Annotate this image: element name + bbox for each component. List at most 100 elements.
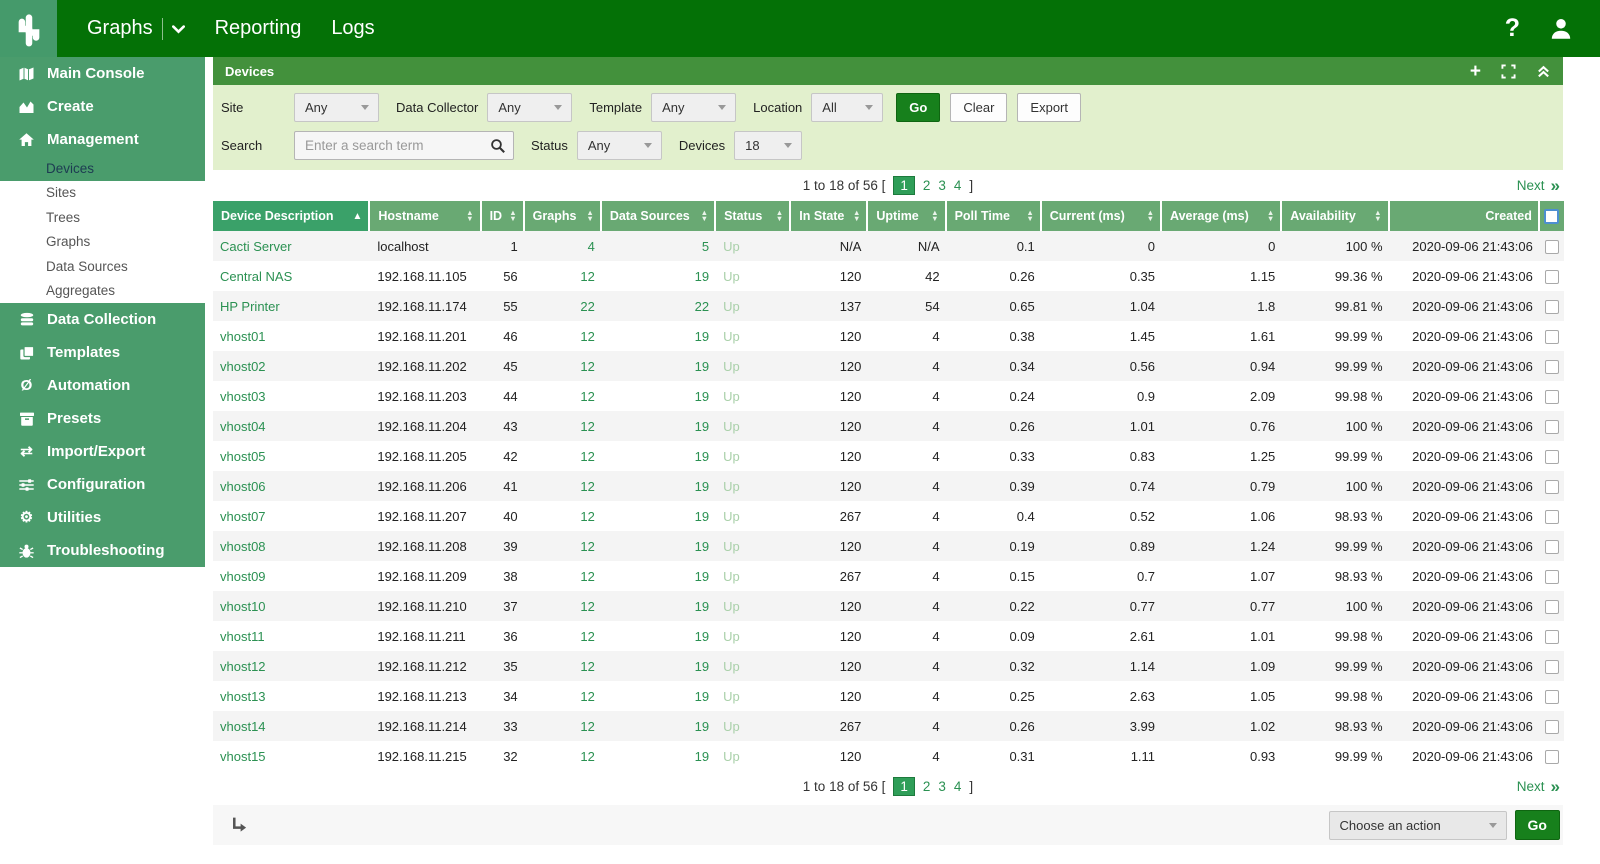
row-checkbox[interactable] <box>1544 569 1559 584</box>
nav-item-logs[interactable]: Logs <box>331 17 374 40</box>
device-link[interactable]: vhost14 <box>220 718 266 734</box>
user-icon[interactable] <box>1548 16 1574 42</box>
template-select[interactable]: Any <box>651 93 737 122</box>
column-header-uptime[interactable]: Uptime ▲ ▼ <box>868 201 947 231</box>
page-link-2[interactable]: 2 <box>922 178 931 193</box>
go-button[interactable]: Go <box>896 93 941 122</box>
device-link[interactable]: Cacti Server <box>220 238 292 254</box>
sidebar-item-templates[interactable]: Templates <box>0 336 205 369</box>
site-select[interactable]: Any <box>294 93 379 122</box>
column-header-availability[interactable]: Availability ▲ ▼ <box>1282 201 1390 231</box>
row-checkbox[interactable] <box>1544 599 1559 614</box>
next-page-link[interactable]: Next » <box>1517 177 1560 194</box>
device-link[interactable]: vhost15 <box>220 748 266 764</box>
clear-button[interactable]: Clear <box>950 93 1008 122</box>
sidebar-item-automation[interactable]: Ø Automation <box>0 369 205 402</box>
row-checkbox[interactable] <box>1544 299 1559 314</box>
row-checkbox[interactable] <box>1544 749 1559 764</box>
column-header-data-sources[interactable]: Data Sources ▲ ▼ <box>601 201 717 231</box>
device-link[interactable]: vhost04 <box>220 418 266 434</box>
device-link[interactable]: vhost09 <box>220 568 266 584</box>
add-device-icon[interactable]: + <box>1469 60 1481 82</box>
device-link[interactable]: vhost01 <box>220 328 266 344</box>
export-button[interactable]: Export <box>1017 93 1081 122</box>
data-collector-select[interactable]: Any <box>487 93 573 122</box>
device-link[interactable]: vhost05 <box>220 448 266 464</box>
device-link[interactable]: vhost11 <box>220 628 265 644</box>
device-link[interactable]: vhost03 <box>220 388 266 404</box>
device-link[interactable]: vhost12 <box>220 658 266 674</box>
row-checkbox[interactable] <box>1544 449 1559 464</box>
page-link-4[interactable]: 4 <box>953 779 962 794</box>
column-header-average-ms-[interactable]: Average (ms) ▲ ▼ <box>1162 201 1283 231</box>
sidebar-subitem-trees[interactable]: Trees <box>0 205 205 230</box>
device-link[interactable]: vhost13 <box>220 688 266 704</box>
sidebar-subitem-graphs[interactable]: Graphs <box>0 229 205 254</box>
page-link-4[interactable]: 4 <box>953 178 962 193</box>
row-checkbox[interactable] <box>1544 329 1559 344</box>
row-checkbox[interactable] <box>1544 479 1559 494</box>
select-all-checkbox[interactable] <box>1544 208 1560 224</box>
sidebar-item-configuration[interactable]: Configuration <box>0 468 205 501</box>
column-header-in-state[interactable]: In State ▲ ▼ <box>791 201 869 231</box>
page-link-1[interactable]: 1 <box>893 176 915 195</box>
sidebar-subitem-sites[interactable]: Sites <box>0 180 205 205</box>
page-link-2[interactable]: 2 <box>922 779 931 794</box>
nav-item-graphs[interactable]: Graphs <box>87 17 185 40</box>
device-link[interactable]: vhost06 <box>220 478 266 494</box>
sidebar-item-create[interactable]: Create <box>0 90 205 123</box>
row-checkbox[interactable] <box>1544 509 1559 524</box>
column-header-current-ms-[interactable]: Current (ms) ▲ ▼ <box>1041 201 1163 231</box>
cell-current-ms: 0.7 <box>1136 568 1156 584</box>
collapse-icon[interactable] <box>1536 64 1551 79</box>
column-header-status[interactable]: Status ▲ ▼ <box>716 201 792 231</box>
action-select[interactable]: Choose an action <box>1328 810 1507 840</box>
sidebar-item-main-console[interactable]: Main Console <box>0 57 205 90</box>
sidebar-item-utilities[interactable]: ⚙ Utilities <box>0 501 205 534</box>
sidebar-item-presets[interactable]: Presets <box>0 402 205 435</box>
device-link[interactable]: vhost07 <box>220 508 266 524</box>
row-checkbox[interactable] <box>1544 629 1559 644</box>
cell-created: 2020-09-06 21:43:06 <box>1412 628 1533 644</box>
help-icon[interactable]: ? <box>1504 14 1520 42</box>
column-header-device-description[interactable]: Device Description ▲ <box>213 201 371 231</box>
column-header-hostname[interactable]: Hostname ▲ ▼ <box>370 201 482 231</box>
row-checkbox[interactable] <box>1544 539 1559 554</box>
sidebar-item-label: Automation <box>47 377 131 394</box>
page-link-3[interactable]: 3 <box>938 178 946 193</box>
device-link[interactable]: vhost02 <box>220 358 266 374</box>
column-header-id[interactable]: ID ▲ ▼ <box>481 201 525 231</box>
cacti-logo[interactable] <box>0 0 57 57</box>
column-header-poll-time[interactable]: Poll Time ▲ ▼ <box>946 201 1042 231</box>
row-checkbox[interactable] <box>1544 269 1559 284</box>
sidebar-item-management[interactable]: Management <box>0 123 205 156</box>
device-link[interactable]: HP Printer <box>220 298 280 314</box>
sidebar-item-troubleshooting[interactable]: Troubleshooting <box>0 534 205 567</box>
sidebar-subitem-data-sources[interactable]: Data Sources <box>0 254 205 279</box>
row-checkbox[interactable] <box>1544 239 1559 254</box>
action-go-button[interactable]: Go <box>1514 810 1560 840</box>
sidebar-subitem-devices[interactable]: Devices <box>0 156 205 181</box>
nav-item-reporting[interactable]: Reporting <box>215 17 302 40</box>
row-checkbox[interactable] <box>1544 389 1559 404</box>
device-link[interactable]: Central NAS <box>220 268 293 284</box>
row-checkbox[interactable] <box>1544 419 1559 434</box>
location-select[interactable]: All <box>811 93 884 122</box>
sidebar-item-data-collection[interactable]: Data Collection <box>0 303 205 336</box>
next-page-link[interactable]: Next » <box>1517 778 1560 795</box>
row-checkbox[interactable] <box>1544 659 1559 674</box>
fullscreen-icon[interactable] <box>1501 63 1516 79</box>
row-checkbox[interactable] <box>1544 719 1559 734</box>
sidebar-item-import-export[interactable]: ⇄ Import/Export <box>0 435 205 468</box>
status-select[interactable]: Any <box>576 131 662 160</box>
row-checkbox[interactable] <box>1544 359 1559 374</box>
column-header-graphs[interactable]: Graphs ▲ ▼ <box>524 201 602 231</box>
search-input[interactable] <box>294 131 514 160</box>
device-link[interactable]: vhost10 <box>220 598 266 614</box>
page-link-3[interactable]: 3 <box>938 779 946 794</box>
devices-count-select[interactable]: 18 <box>734 131 803 160</box>
page-link-1[interactable]: 1 <box>893 777 915 796</box>
device-link[interactable]: vhost08 <box>220 538 266 554</box>
row-checkbox[interactable] <box>1544 689 1559 704</box>
sidebar-subitem-aggregates[interactable]: Aggregates <box>0 278 205 303</box>
